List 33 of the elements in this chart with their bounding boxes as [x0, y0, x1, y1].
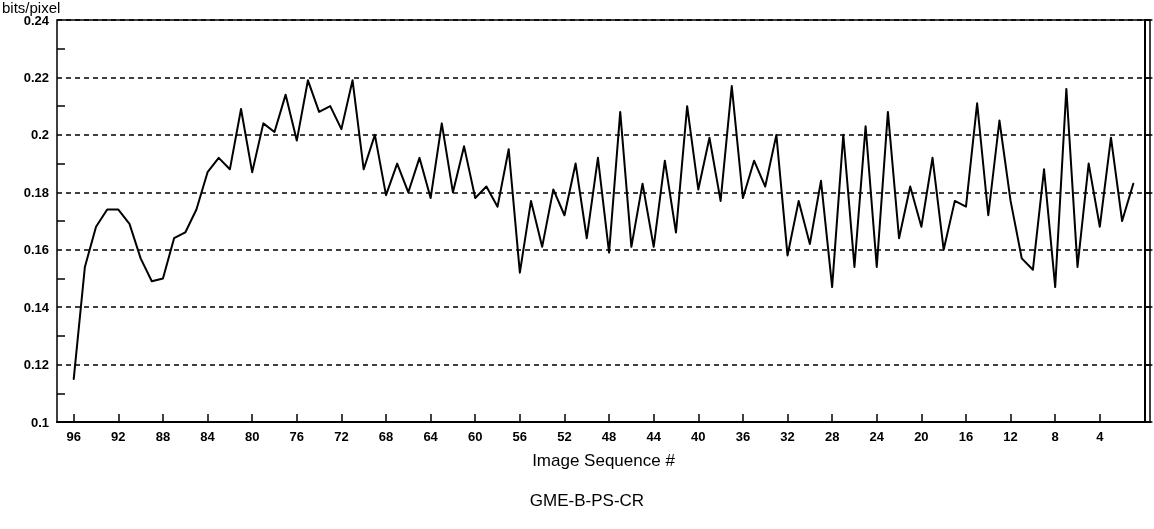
x-tick-label: 24	[869, 429, 885, 444]
x-axis-title: Image Sequence #	[532, 451, 676, 470]
x-tick-label: 64	[423, 429, 439, 444]
y-tick-label: 0.14	[23, 299, 50, 315]
y-tick-label: 0.22	[23, 69, 49, 85]
x-tick-label: 52	[557, 429, 572, 444]
y-tick-label: 0.2	[30, 127, 49, 143]
x-tick-label: 60	[468, 429, 483, 444]
x-tick-label: 44	[646, 429, 662, 444]
x-tick-label: 36	[735, 429, 751, 444]
x-tick-label: 80	[244, 429, 260, 444]
x-tick-label: 40	[691, 429, 706, 444]
x-tick-label: 96	[66, 429, 81, 444]
x-tick-label: 8	[1051, 429, 1059, 444]
x-tick-label: 72	[334, 429, 349, 444]
x-tick-label: 20	[914, 429, 929, 444]
x-tick-label: 76	[289, 429, 305, 444]
x-tick-label: 32	[780, 429, 795, 444]
x-tick-label: 4	[1096, 429, 1105, 444]
y-tick-label: 0.1	[30, 414, 49, 430]
y-tick-label: 0.16	[23, 242, 49, 258]
x-tick-label: 92	[111, 429, 126, 444]
x-tick-label: 28	[824, 429, 840, 444]
y-tick-label: 0.18	[23, 184, 49, 200]
x-tick-label: 84	[200, 429, 216, 444]
x-tick-label: 68	[378, 429, 394, 444]
x-tick-label: 56	[512, 429, 528, 444]
x-tick-label: 16	[958, 429, 974, 444]
x-tick-label: 88	[155, 429, 171, 444]
y-tick-label: 0.12	[23, 357, 49, 373]
x-tick-label: 12	[1003, 429, 1018, 444]
text: GME-B-PS-CR	[529, 491, 645, 510]
x-tick-label: 48	[601, 429, 617, 444]
